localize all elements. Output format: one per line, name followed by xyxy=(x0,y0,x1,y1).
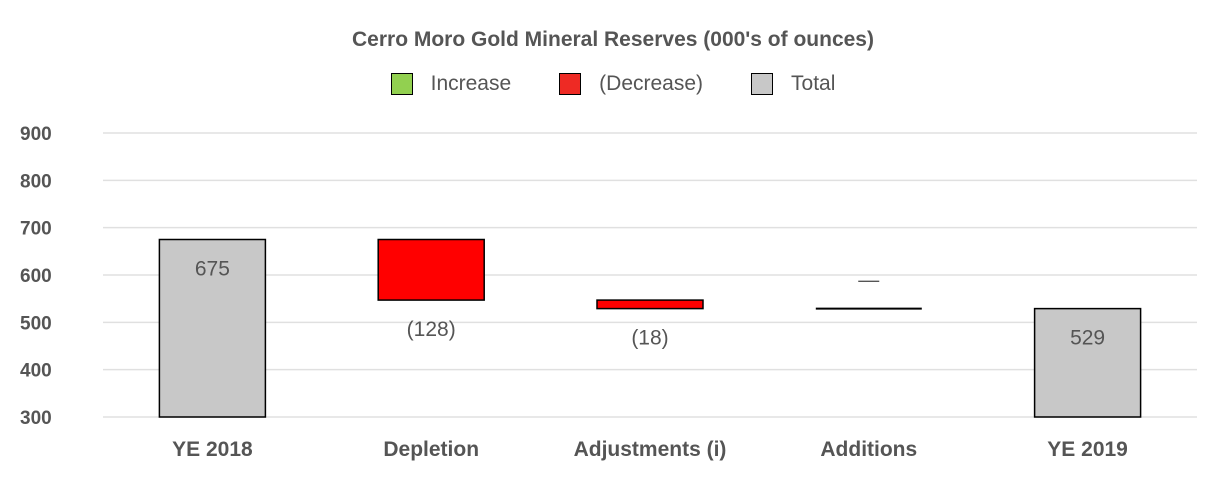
data-label: 675 xyxy=(195,258,230,281)
x-tick-label: Depletion xyxy=(383,438,479,461)
chart-title: Cerro Moro Gold Mineral Reserves (000's … xyxy=(352,28,874,51)
data-label: 529 xyxy=(1070,327,1105,350)
y-tick-label: 800 xyxy=(20,171,52,192)
y-tick-label: 600 xyxy=(20,266,52,287)
y-tick-label: 700 xyxy=(20,219,52,240)
legend-item-total: Total xyxy=(751,72,835,96)
y-tick-label: 500 xyxy=(20,313,52,334)
legend-item-increase: Increase xyxy=(390,72,512,96)
legend-swatch-increase xyxy=(390,73,413,95)
x-tick-label: YE 2018 xyxy=(172,438,253,461)
legend-item-decrease: (Decrease) xyxy=(559,72,703,96)
legend-swatch-decrease xyxy=(559,73,582,95)
legend-swatch-total xyxy=(751,73,774,95)
bar-decrease xyxy=(377,238,485,301)
bar-total xyxy=(1033,307,1142,418)
legend-label-increase: Increase xyxy=(430,72,512,95)
data-label: (128) xyxy=(407,318,456,341)
x-tick-label: Adjustments (i) xyxy=(574,438,727,461)
legend-label-total: Total xyxy=(791,72,836,95)
bar-total xyxy=(158,238,267,418)
data-label: (18) xyxy=(631,327,668,350)
legend: Increase (Decrease) Total xyxy=(0,72,1226,96)
y-tick-label: 900 xyxy=(20,124,52,145)
data-label: — xyxy=(858,269,879,292)
bar-decrease xyxy=(596,299,704,310)
x-tick-label: YE 2019 xyxy=(1047,438,1128,461)
y-tick-label: 400 xyxy=(20,361,52,382)
x-tick-label: Additions xyxy=(820,438,917,461)
y-tick-label: 300 xyxy=(20,408,52,429)
legend-label-decrease: (Decrease) xyxy=(599,72,704,95)
